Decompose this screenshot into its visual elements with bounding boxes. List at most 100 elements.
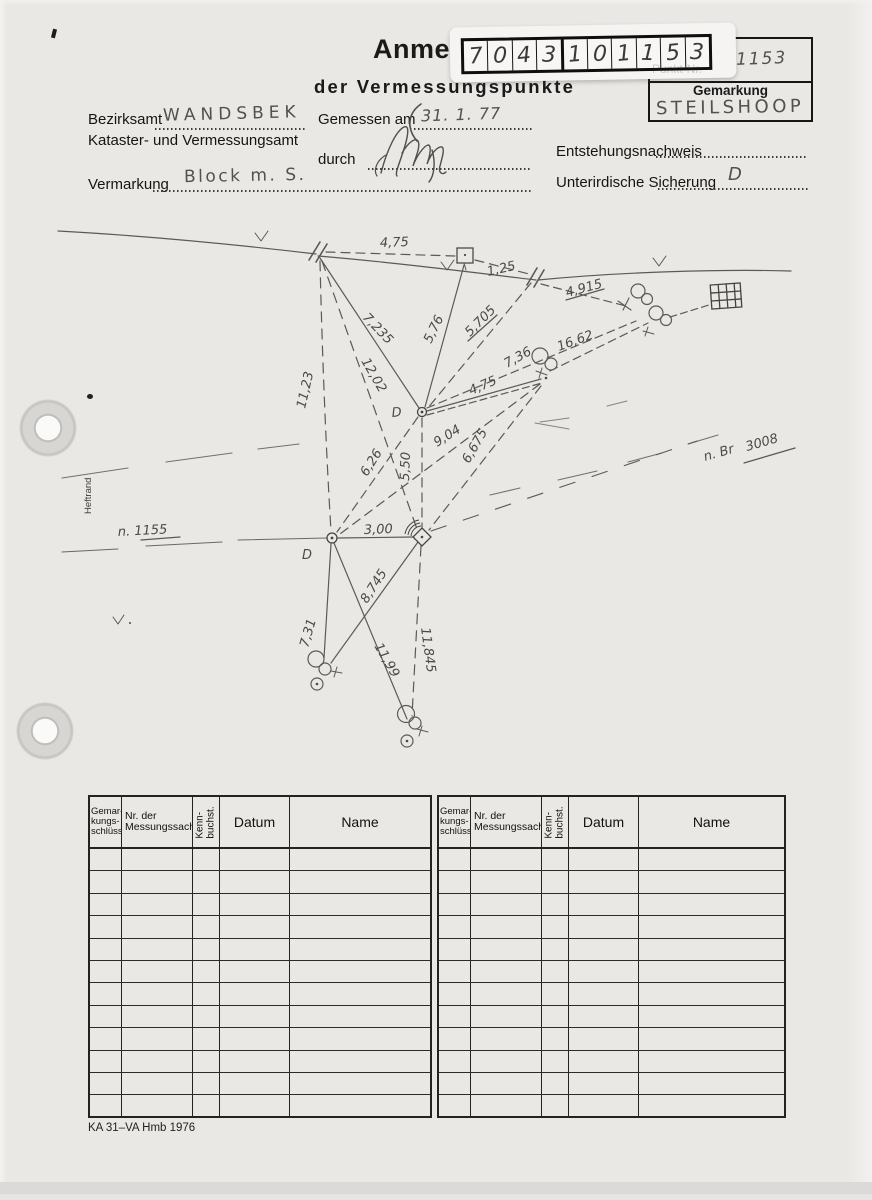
table-cell-empty (193, 1050, 220, 1072)
table-row (90, 1050, 430, 1073)
point-diamond (412, 527, 432, 547)
table-row (90, 871, 430, 894)
table-cell-empty (471, 1028, 542, 1050)
table-cell-empty (290, 939, 430, 960)
scan-edge-top (0, 0, 872, 5)
table-cell-empty (439, 1005, 471, 1028)
column-header-gemarkungsschluessel: Gemar- kungs- schlüssel (439, 797, 471, 847)
table-cell-empty (290, 916, 430, 937)
table-cell-empty (639, 983, 784, 1004)
table-cell-empty (290, 1073, 430, 1094)
column-header-messungssache: Nr. der Messungssache (122, 797, 193, 847)
table-cell-empty (220, 938, 290, 960)
measurement-label: 11,99 (371, 641, 403, 681)
measurement-label: 11,23 (294, 370, 317, 410)
table-row (90, 1005, 430, 1029)
table-cell-empty (569, 1095, 639, 1118)
column-header-kennbuchst: Kenn- buchst. (193, 797, 220, 847)
measurement-label: 11,845 (417, 626, 438, 673)
gemessen-am-label: Gemessen am (318, 111, 416, 128)
table-cell-empty (639, 871, 784, 892)
point-circle-d2 (326, 532, 338, 544)
gemessen-am-value: 31. 1. 77 (420, 103, 502, 126)
table-row (439, 916, 784, 939)
table-row (439, 1050, 784, 1073)
table-row (90, 1028, 430, 1051)
table-cell-empty (122, 1095, 193, 1118)
table-cell-empty (290, 1028, 430, 1049)
table-cell-empty (193, 1095, 220, 1118)
measurement-label: 7,36 (502, 344, 535, 371)
point-label-d: D (302, 548, 312, 563)
table-row (439, 960, 784, 984)
table-cell-empty (639, 849, 784, 870)
table-cell-empty (122, 960, 193, 983)
digit: 1 (567, 41, 584, 68)
table-cell-empty (439, 849, 471, 871)
table-cell-empty (290, 961, 430, 982)
table-cell-empty (90, 1028, 122, 1050)
scan-edge-bottom (0, 1182, 872, 1194)
table-cell-empty (439, 871, 471, 893)
measurement-label: 16,62 (555, 328, 595, 355)
table-cell-empty (569, 916, 639, 938)
table-cell-empty (220, 893, 290, 916)
table-cell-empty (193, 1005, 220, 1028)
table-cell-empty (193, 983, 220, 1005)
point-circle-d1 (416, 406, 428, 418)
table-cell-empty (90, 1095, 122, 1118)
table-cell-empty (471, 893, 542, 916)
table-cell-empty (90, 1072, 122, 1095)
table-cell-empty (122, 893, 193, 916)
table-cell-empty (90, 916, 122, 938)
covered-punkt-nr-label: Punkt-Nr. (652, 62, 703, 76)
table-cell-empty (439, 893, 471, 916)
gemessen-am-line (410, 128, 532, 130)
point-number-value: 1153 (735, 48, 788, 70)
table-cell-empty (220, 1095, 290, 1118)
table-cell-empty (542, 1072, 569, 1095)
table-cell-empty (639, 1028, 784, 1049)
table-cell-empty (90, 893, 122, 916)
table-cell-empty (90, 871, 122, 893)
measurement-label: 6,675 (459, 426, 491, 466)
column-header-name: Name (341, 813, 379, 830)
table-cell-empty (90, 1050, 122, 1072)
table-cell-empty (122, 1050, 193, 1072)
measurement-label: 12,02 (358, 356, 390, 396)
grate-symbol (709, 282, 743, 310)
table-cell-empty (220, 1028, 290, 1050)
table-cell-empty (639, 961, 784, 982)
measurement-label: 4,915 (564, 277, 604, 301)
vermarkung-line (153, 190, 533, 192)
table-row (90, 1072, 430, 1096)
scan-edge-left (0, 0, 7, 1200)
table-cell-empty (439, 1028, 471, 1050)
digit-cell: 0 (587, 38, 613, 70)
table-cell-empty (639, 1006, 784, 1027)
digit: 4 (516, 42, 533, 69)
digit-cell: 4 (512, 39, 538, 71)
table-cell-empty (542, 849, 569, 871)
scan-edge-right (846, 0, 872, 1200)
measurement-label: 9,04 (431, 422, 464, 450)
measurement-label: 5,50 (398, 452, 414, 481)
survey-point-symbols (326, 406, 432, 547)
table-cell-empty (193, 916, 220, 938)
table-cell-empty (439, 1095, 471, 1118)
table-cell-empty (569, 1072, 639, 1095)
table-row (439, 849, 784, 872)
digit-cell: 7 (463, 40, 489, 72)
table-cell-empty (439, 938, 471, 960)
digit: 7 (467, 42, 484, 70)
table-cell-empty (122, 1072, 193, 1095)
table-cell-empty (122, 1005, 193, 1028)
digit-cell: 0 (488, 40, 514, 71)
table-row (439, 893, 784, 917)
table-cell-empty (290, 983, 430, 1004)
table-cell-empty (542, 1095, 569, 1118)
measurement-label: 7,31 (297, 617, 319, 649)
table-cell-empty (90, 938, 122, 960)
table-cell-empty (122, 871, 193, 893)
column-header-gemarkungsschluessel: Gemar- kungs- schlüssel (90, 797, 122, 847)
